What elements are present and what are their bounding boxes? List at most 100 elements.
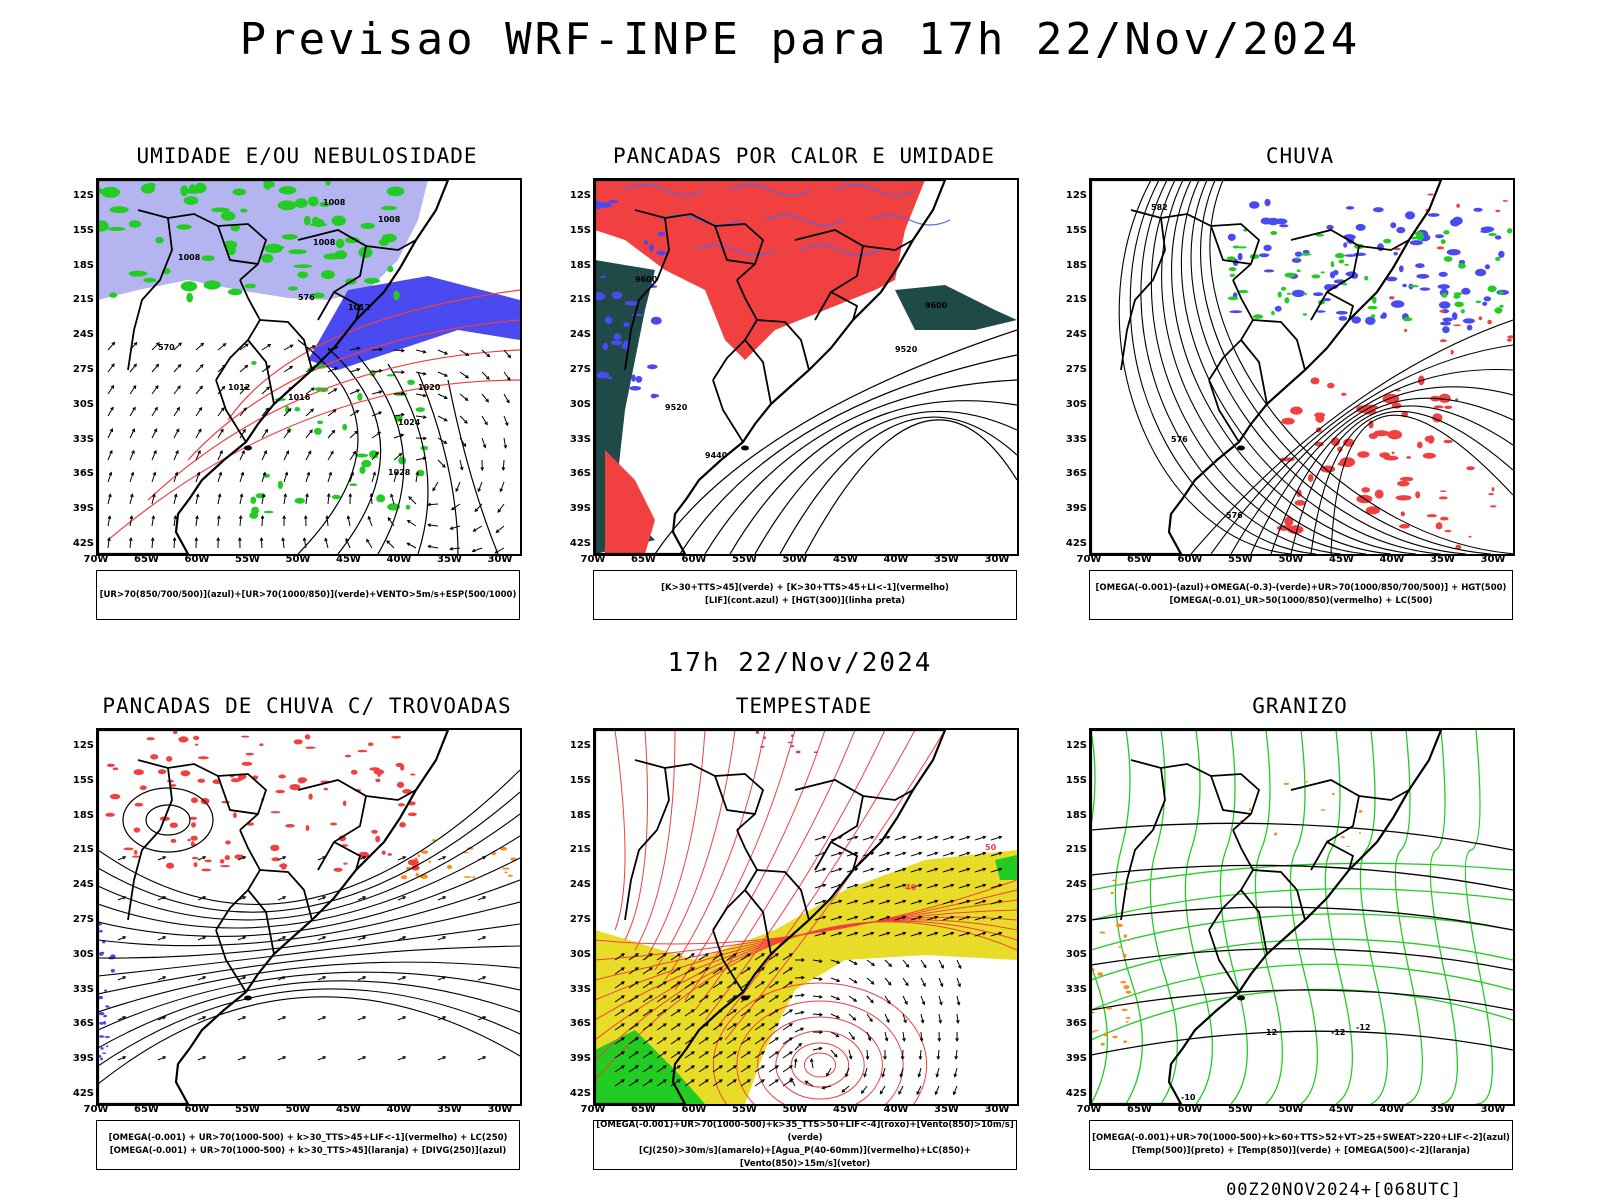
wind-vector [926, 835, 939, 841]
temperature-850-contour [1359, 730, 1388, 1104]
streamline-arrow [277, 976, 287, 981]
wind-vector [437, 415, 448, 422]
wind-vector [726, 1065, 737, 1073]
green-humidity-cell [294, 198, 308, 208]
lifted-index-blue-contour [607, 376, 613, 380]
wind-vector [283, 450, 290, 461]
wind-vector [782, 1051, 793, 1059]
contour-label: 576 [298, 293, 315, 302]
wind-vector [151, 515, 156, 527]
rain-area-red [1487, 319, 1492, 325]
wind-vector [670, 995, 681, 1003]
wind-vector [427, 523, 439, 528]
rain-area-blue [1380, 314, 1386, 319]
wind-vector [830, 995, 841, 1001]
wind-vector [239, 407, 247, 417]
wind-vector [814, 867, 827, 873]
rain-area-red [1398, 524, 1410, 529]
streamline-arrow [157, 1056, 167, 1061]
wind-vector [129, 363, 137, 373]
rain-area-blue [1475, 268, 1487, 277]
longitude-tick-label: 30W [984, 1104, 1010, 1115]
contour-label: 9600 [635, 275, 658, 284]
storm-area-red [187, 838, 191, 842]
divergence-area-blue [99, 951, 104, 956]
wind-vector [942, 835, 955, 841]
streamline-arrow [197, 1016, 207, 1021]
storm-area-red [201, 868, 212, 872]
storm-area-red [224, 855, 230, 861]
wind-vector [614, 981, 625, 989]
legend-line: [CJ(250)>30m/s](amarelo)+[Agua_P(40-60mm… [638, 1146, 972, 1169]
streamline-arrow [157, 1016, 167, 1021]
rain-area-blue [1315, 310, 1326, 313]
wind-vector [324, 537, 329, 549]
storm-area-red [344, 754, 352, 758]
rain-area-red [1438, 496, 1448, 500]
rain-area-red [1397, 480, 1410, 487]
wind-vector [406, 542, 417, 549]
storm-area-red [173, 730, 178, 735]
latitude-tick-label: 18S [1065, 809, 1087, 821]
longitude-tick-label: 70W [83, 554, 109, 565]
longitude-tick-label: 70W [1076, 554, 1102, 565]
map-canvas: 9600 9600 9520 9520 9440 [595, 180, 1017, 554]
omega-area-orange [1105, 1007, 1113, 1010]
rain-area-red [1383, 455, 1399, 461]
contour-label: -10 [1181, 1093, 1196, 1102]
rain-area-green [1344, 263, 1349, 266]
wind-vector [726, 967, 737, 975]
thickness-dashed-contour [107, 379, 520, 541]
storm-area-red [233, 812, 237, 819]
latitude-tick-label: 27S [72, 364, 94, 375]
storm-area-red [178, 736, 189, 743]
rain-area-green [1383, 238, 1392, 244]
rain-area-green [1271, 310, 1275, 316]
streamline-contour [1310, 410, 1513, 554]
state-border [365, 239, 417, 251]
storm-area-red [193, 862, 198, 868]
rain-area-red [1440, 516, 1449, 521]
latitude-tick-label: 33S [569, 433, 591, 445]
latitude-tick-label: 12S [1065, 740, 1087, 751]
wind-vector [974, 883, 987, 889]
wind-vector [503, 349, 512, 359]
storm-area-red [170, 838, 177, 843]
green-humidity-cell [240, 208, 248, 213]
wind-vector [107, 471, 113, 483]
latitude-tick-label: 33S [1065, 433, 1087, 445]
wind-vector [910, 835, 923, 841]
wind-vector [826, 1067, 832, 1077]
rain-area-red [1290, 406, 1303, 415]
wind-vector [894, 883, 907, 889]
streamline-arrow [117, 976, 127, 981]
temperature-500-contour [1091, 822, 1513, 851]
contour-label: 576 [1171, 435, 1188, 444]
state-border [1290, 229, 1361, 321]
wind-vector [698, 1009, 709, 1017]
temperature-850-contour [1429, 730, 1458, 1104]
wind-vector [371, 347, 384, 352]
wind-vector [642, 981, 653, 989]
longitude-tick-label: 45W [1329, 554, 1354, 565]
latitude-tick-label: 15S [72, 224, 94, 236]
rain-area-red [1394, 247, 1401, 251]
streamline-arrow [117, 1056, 127, 1061]
wind-vector [437, 393, 448, 399]
wind-vector [670, 1051, 681, 1059]
geopotential-contour [754, 410, 1017, 554]
panel-title: PANCADAS DE CHUVA C/ TROVOADAS [102, 694, 512, 718]
wind-vector [656, 1009, 667, 1017]
geopotential-contour [704, 379, 1017, 554]
longitude-tick-label: 40W [1379, 1104, 1405, 1115]
wind-vector [938, 995, 943, 1006]
rain-area-red [1314, 412, 1326, 418]
green-humidity-cell [98, 188, 104, 194]
wind-vector [942, 899, 955, 905]
wind-vector [642, 1009, 653, 1017]
state-border [333, 291, 362, 321]
wind-vector [794, 1042, 803, 1051]
wind-vector [926, 867, 939, 873]
temperature-850-contour [1091, 913, 1513, 951]
wind-vector [782, 1023, 793, 1031]
